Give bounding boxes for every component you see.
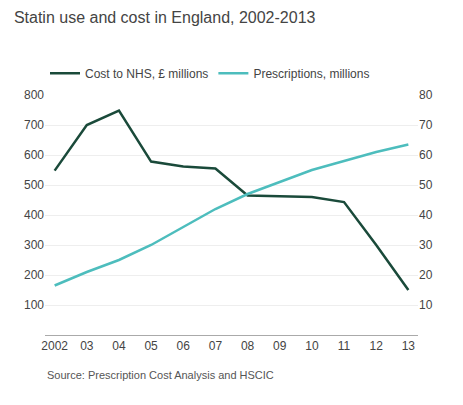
svg-text:80: 80 xyxy=(419,88,433,102)
svg-text:09: 09 xyxy=(273,339,287,353)
svg-text:40: 40 xyxy=(419,208,433,222)
svg-text:Prescriptions, millions: Prescriptions, millions xyxy=(253,67,369,81)
svg-text:10: 10 xyxy=(305,339,319,353)
svg-text:800: 800 xyxy=(24,88,44,102)
svg-text:08: 08 xyxy=(241,339,255,353)
svg-text:300: 300 xyxy=(24,238,44,252)
svg-text:04: 04 xyxy=(112,339,126,353)
svg-text:06: 06 xyxy=(177,339,191,353)
svg-text:60: 60 xyxy=(419,148,433,162)
svg-text:10: 10 xyxy=(419,298,433,312)
svg-text:2002: 2002 xyxy=(41,339,68,353)
svg-text:400: 400 xyxy=(24,208,44,222)
svg-text:500: 500 xyxy=(24,178,44,192)
svg-text:Source: Prescription Cost Anal: Source: Prescription Cost Analysis and H… xyxy=(47,369,274,381)
svg-text:200: 200 xyxy=(24,268,44,282)
svg-text:Statin use and cost in England: Statin use and cost in England, 2002-201… xyxy=(14,9,316,26)
svg-text:13: 13 xyxy=(402,339,416,353)
svg-text:03: 03 xyxy=(80,339,94,353)
svg-text:Cost to NHS, £ millions: Cost to NHS, £ millions xyxy=(85,67,208,81)
svg-text:20: 20 xyxy=(419,268,433,282)
svg-text:70: 70 xyxy=(419,118,433,132)
svg-text:12: 12 xyxy=(370,339,384,353)
svg-text:07: 07 xyxy=(209,339,223,353)
svg-text:50: 50 xyxy=(419,178,433,192)
svg-text:100: 100 xyxy=(24,298,44,312)
svg-text:30: 30 xyxy=(419,238,433,252)
svg-text:11: 11 xyxy=(338,339,351,353)
svg-text:05: 05 xyxy=(144,339,158,353)
svg-text:600: 600 xyxy=(24,148,44,162)
svg-text:700: 700 xyxy=(24,118,44,132)
